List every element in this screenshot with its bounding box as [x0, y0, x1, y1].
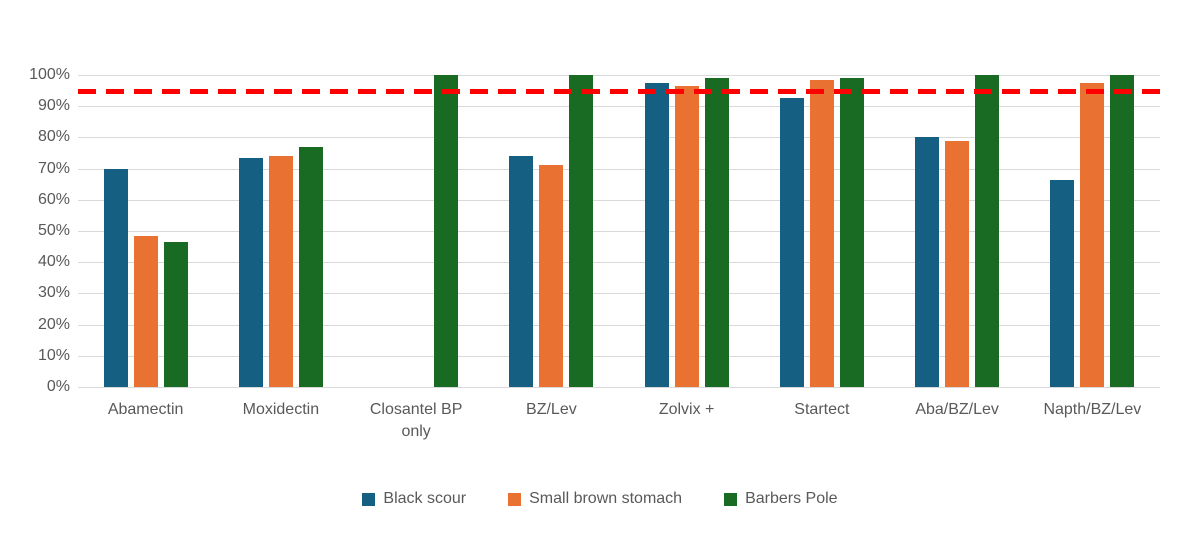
x-axis-label: Closantel BP only — [369, 401, 463, 440]
legend-item: Small brown stomach — [508, 490, 682, 508]
bar-small-brown-stomach — [1080, 82, 1105, 387]
bar-group — [890, 75, 1025, 387]
legend: Black scour Small brown stomach Barbers Po… — [0, 490, 1200, 508]
gridline — [78, 293, 1160, 295]
bar-groups — [78, 75, 1160, 387]
bar-barbers-pole — [839, 78, 864, 387]
reference-line-95pct — [78, 88, 1160, 94]
legend-swatch-icon — [724, 492, 738, 506]
bar-group — [349, 75, 484, 387]
bar-group — [213, 75, 348, 387]
bar-small-brown-stomach — [133, 235, 158, 387]
y-axis-tick-label: 10% — [37, 346, 70, 364]
gridline — [78, 387, 1160, 388]
bar-group — [1025, 75, 1160, 387]
bar-group — [754, 75, 889, 387]
gridline — [78, 106, 1160, 108]
y-axis-tick-label: 90% — [37, 97, 70, 115]
bar-barbers-pole — [704, 78, 729, 387]
gridline — [78, 324, 1160, 326]
x-axis-label: Aba/BZ/Lev — [915, 401, 999, 418]
plot-area — [78, 75, 1160, 388]
legend-item: Black scour — [362, 490, 466, 508]
bar-black-scour — [779, 98, 804, 387]
legend-label: Small brown stomach — [529, 490, 683, 507]
x-axis-label: Zolvix + — [658, 401, 715, 418]
bar-black-scour — [103, 168, 128, 387]
legend-label: Barbers Pole — [745, 490, 838, 507]
x-axis-label: Abamectin — [107, 401, 184, 418]
bar-barbers-pole — [975, 75, 1000, 387]
bar-small-brown-stomach — [809, 79, 834, 387]
y-axis-tick-label: 40% — [37, 253, 70, 271]
y-axis-tick-label: 0% — [46, 378, 70, 395]
bar-barbers-pole — [298, 146, 323, 387]
gridline — [78, 168, 1160, 170]
gridline — [78, 137, 1160, 139]
y-axis-tick-label: 70% — [37, 159, 70, 177]
y-axis-tick-label: 100% — [29, 66, 70, 83]
bar-black-scour — [915, 137, 940, 387]
bar-black-scour — [1050, 179, 1075, 387]
x-axis-label: Startect — [794, 401, 850, 418]
x-axis-label: Napth/BZ/Lev — [1043, 401, 1142, 418]
legend-item: Barbers Pole — [724, 490, 838, 508]
bar-black-scour — [644, 82, 669, 387]
y-axis-tick-label: 60% — [37, 190, 70, 208]
bar-barbers-pole — [569, 75, 594, 387]
x-axis-labels: Abamectin Moxidectin Closantel BP only BZ/L… — [78, 399, 1160, 443]
legend-swatch-icon — [362, 492, 376, 506]
gridline — [78, 355, 1160, 357]
y-axis-tick-label: 20% — [37, 315, 70, 333]
bar-group — [484, 75, 619, 387]
y-axis-tick-label: 30% — [37, 284, 70, 302]
gridline — [78, 231, 1160, 232]
gridline — [78, 262, 1160, 264]
bar-barbers-pole — [434, 75, 459, 387]
bar-black-scour — [509, 156, 534, 387]
legend-swatch-icon — [508, 492, 522, 506]
bar-small-brown-stomach — [268, 156, 293, 387]
bar-small-brown-stomach — [674, 85, 699, 387]
gridline — [78, 199, 1160, 201]
bar-small-brown-stomach — [539, 165, 564, 387]
bar-group — [78, 75, 213, 387]
bar-group — [619, 75, 754, 387]
bar-small-brown-stomach — [945, 140, 970, 387]
y-axis-tick-label: 80% — [37, 128, 70, 146]
bar-barbers-pole — [163, 241, 188, 387]
x-axis-label: Moxidectin — [242, 401, 320, 418]
y-axis-tick-label: 50% — [37, 222, 70, 239]
bar-barbers-pole — [1110, 75, 1135, 387]
x-axis-label: BZ/Lev — [526, 401, 577, 418]
gridline — [78, 75, 1160, 76]
bar-black-scour — [238, 157, 263, 387]
legend-label: Black scour — [383, 490, 467, 507]
